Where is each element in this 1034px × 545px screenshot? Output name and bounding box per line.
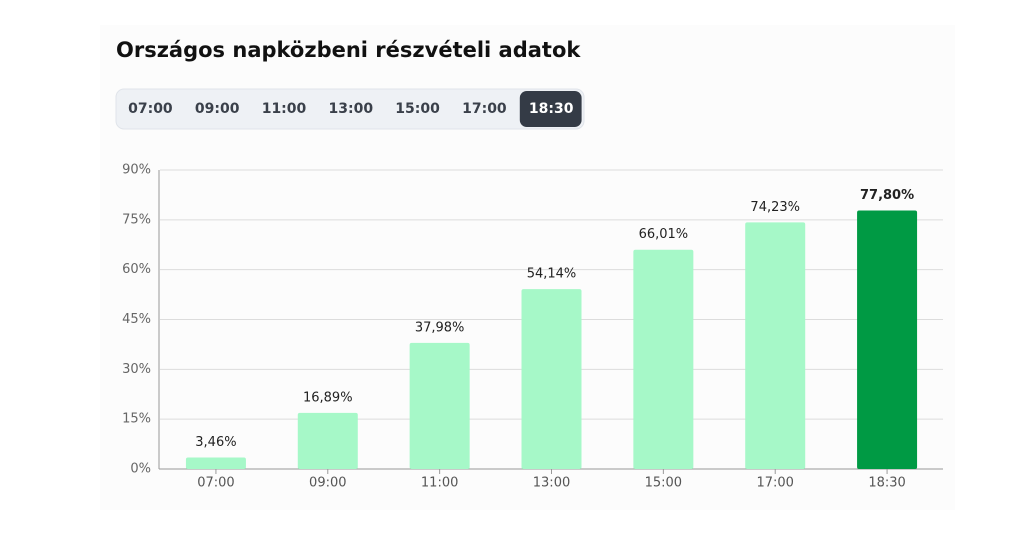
y-tick-label: 15% [122,412,151,427]
value-label: 77,80% [860,188,914,203]
y-tick-label: 45% [122,312,151,327]
tab[interactable]: 17:00 [462,101,507,117]
x-tick-label: 09:00 [309,476,346,491]
tab[interactable]: 18:30 [529,101,574,117]
value-label: 16,89% [303,390,353,405]
tab-active-bg [519,91,582,127]
y-tick-label: 90% [122,163,151,178]
value-label: 74,23% [750,200,800,215]
bar [185,457,246,469]
tab[interactable]: 11:00 [262,101,307,117]
bar [857,210,918,469]
value-label: 3,46% [195,435,236,450]
bar [745,222,806,469]
bar [297,412,358,469]
x-tick-label: 15:00 [645,476,682,491]
chart-title: Országos napközbeni részvételi adatok [116,38,581,62]
tab[interactable]: 07:00 [128,101,173,117]
bar [633,249,694,469]
y-tick-label: 0% [130,462,151,477]
value-label: 54,14% [527,267,577,282]
tab[interactable]: 15:00 [395,101,440,117]
value-label: 37,98% [415,320,465,335]
x-tick-label: 18:30 [868,476,905,491]
tab[interactable]: 09:00 [195,101,240,117]
tab[interactable]: 13:00 [329,101,374,117]
bar [409,342,470,469]
y-tick-label: 60% [122,262,151,277]
x-tick-label: 13:00 [533,476,570,491]
x-tick-label: 17:00 [756,476,793,491]
x-tick-label: 11:00 [421,476,458,491]
value-label: 66,01% [639,227,689,242]
y-tick-label: 75% [122,212,151,227]
y-tick-label: 30% [122,362,151,377]
x-tick-label: 07:00 [197,476,234,491]
bar [521,289,582,469]
tab-bar [115,88,585,130]
